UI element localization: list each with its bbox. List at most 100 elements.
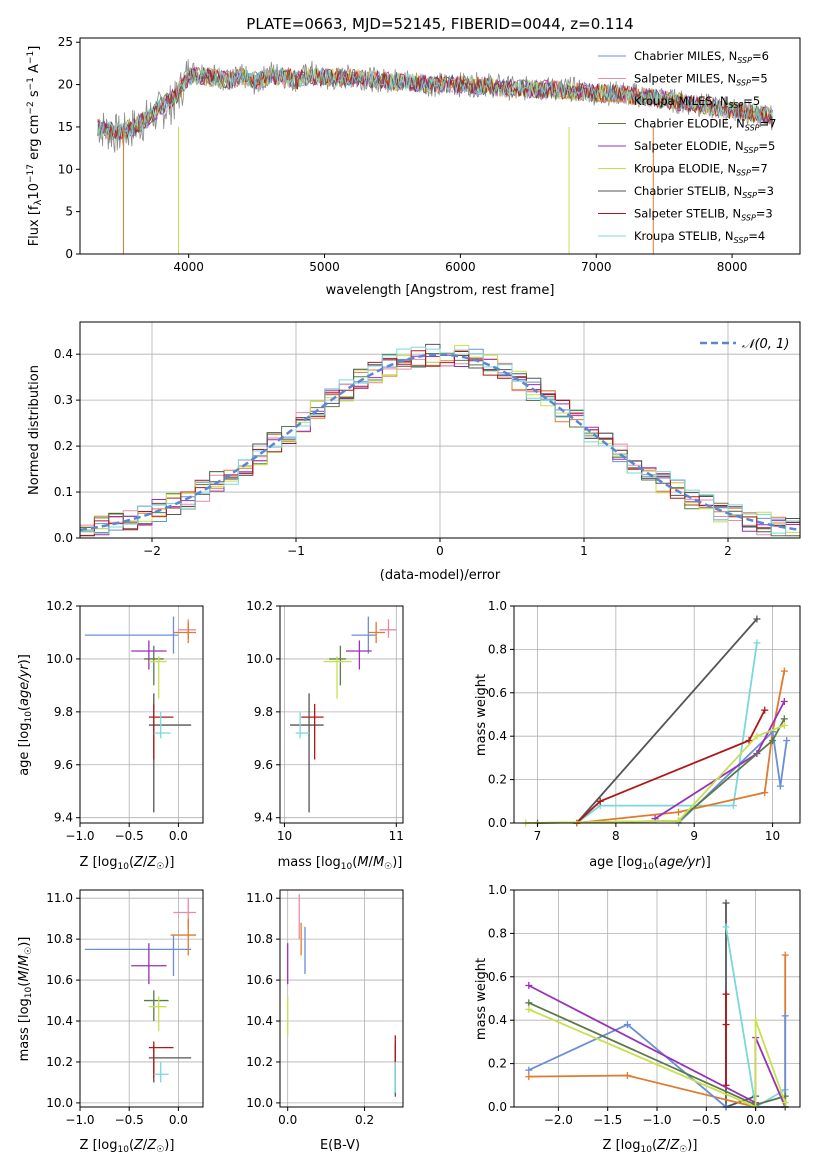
y-tick-label: 0.4 <box>54 347 73 361</box>
spectrum-ylabel: Flux [fλ10−17 erg cm−2 s−1 A−1] <box>26 46 44 247</box>
x-tick-label: 7000 <box>581 260 612 274</box>
residual-ticks: −2 −1 0 1 2 0.0 0.1 0.2 0.3 0.4 <box>54 347 732 558</box>
y-tick-label: 0.8 <box>488 926 507 940</box>
weight-line <box>576 670 786 824</box>
y-tick-label: 11.0 <box>246 891 273 905</box>
legend-label: Salpeter ELODIE, NSSP=5 <box>634 139 775 155</box>
y-tick-label: 5 <box>65 205 73 219</box>
x-tick-label: −1.0 <box>65 829 94 843</box>
y-tick-label: 0.4 <box>488 729 507 743</box>
x-tick-label: 5000 <box>309 260 340 274</box>
residual-histogram <box>80 350 800 537</box>
y-tick-label: 9.4 <box>54 811 73 825</box>
residual-histogram <box>80 346 800 534</box>
y-tick-label: 10.2 <box>246 599 273 613</box>
y-tick-label: 0.2 <box>488 1057 507 1071</box>
x-tick-label: 8000 <box>717 260 748 274</box>
panel-frame <box>79 605 204 824</box>
mass-vs-ebv-xlabel: E(B-V) <box>320 1138 360 1153</box>
legend-label: Kroupa ELODIE, NSSP=7 <box>634 162 768 178</box>
legend-label: Kroupa STELIB, NSSP=4 <box>634 229 765 245</box>
y-tick-label: 9.8 <box>254 705 273 719</box>
y-tick-label: 0 <box>65 247 73 261</box>
y-tick-label: 10.2 <box>46 599 73 613</box>
y-tick-label: 10.6 <box>246 973 273 987</box>
x-tick-label: −2 <box>143 544 161 558</box>
spectrum-panel: 4000 5000 6000 7000 8000 0 5 10 15 20 25 Chabrier … <box>26 35 801 298</box>
y-tick-label: 0.4 <box>488 1013 507 1027</box>
x-tick-label: −1.5 <box>593 1113 622 1127</box>
y-tick-label: 11.0 <box>46 891 73 905</box>
spectrum-frame <box>79 37 801 255</box>
age-vs-mass-panel: 10 11 9.4 9.6 9.8 10.0 10.2 <box>246 599 404 843</box>
y-tick-label: 0.8 <box>488 642 507 656</box>
y-tick-label: 10.0 <box>246 652 273 666</box>
spectrum-legend: Chabrier MILES, NSSP=6 Salpeter MILES, NS… <box>598 49 776 245</box>
x-tick-label: 0.0 <box>169 1113 188 1127</box>
y-tick-label: 9.8 <box>54 705 73 719</box>
panel-frame <box>513 605 801 824</box>
y-tick-label: 10.4 <box>46 1014 73 1028</box>
residual-ylabel: Normed distribution <box>27 365 42 495</box>
panel-frame <box>279 889 404 1108</box>
weight-line <box>537 718 786 824</box>
y-tick-label: 10.6 <box>46 973 73 987</box>
normal-legend-label: 𝒩(0, 1) <box>742 337 789 352</box>
spectrum-data-line <box>97 59 773 153</box>
weight-line <box>576 642 758 824</box>
weight-vs-age-panel: 7 8 9 10 0.0 0.2 0.4 0.6 0.8 1.0 <box>488 599 801 843</box>
x-tick-label: −1 <box>287 544 305 558</box>
weight-vs-Z-xlabel: Z [log10(Z/Z☉)] <box>603 1138 698 1155</box>
panel-frame <box>279 605 404 824</box>
y-tick-label: 15 <box>58 120 73 134</box>
x-tick-label: −1.0 <box>642 1113 671 1127</box>
legend-label: Kroupa MILES, NSSP=5 <box>634 94 760 110</box>
y-tick-label: 25 <box>58 35 73 49</box>
figure-title: PLATE=0663, MJD=52145, FIBERID=0044, z=0… <box>246 15 633 33</box>
panel-frame <box>79 889 204 1108</box>
y-tick-label: 0.6 <box>488 970 507 984</box>
y-tick-label: 10.8 <box>246 932 273 946</box>
y-tick-label: 0.0 <box>488 816 507 830</box>
age-vs-mass-xlabel: mass [log10(M/M☉)] <box>278 855 403 872</box>
y-tick-label: 1.0 <box>488 883 507 897</box>
x-tick-label: 7 <box>534 829 542 843</box>
weight-line <box>654 701 786 820</box>
x-tick-label: 0.2 <box>355 1113 374 1127</box>
weight-line <box>576 709 766 824</box>
spectrum-xlabel: wavelength [Angstrom, rest frame] <box>326 283 555 298</box>
x-tick-label: 2 <box>724 544 732 558</box>
mass-vs-Z-xlabel: Z [log10(Z/Z☉)] <box>80 1138 175 1155</box>
residual-histogram <box>80 344 800 533</box>
y-tick-label: 9.6 <box>254 758 273 772</box>
y-tick-label: 0.2 <box>488 773 507 787</box>
x-tick-label: −0.5 <box>115 1113 144 1127</box>
normal-curve <box>79 353 801 532</box>
y-tick-label: 20 <box>58 78 73 92</box>
spectrum-lines <box>97 59 774 254</box>
y-tick-label: 10.4 <box>246 1014 273 1028</box>
weight-line <box>528 1008 787 1109</box>
x-tick-label: 8 <box>612 829 620 843</box>
x-tick-label: 11 <box>389 829 404 843</box>
legend-label: Chabrier MILES, NSSP=6 <box>634 49 769 65</box>
x-tick-label: 0.0 <box>746 1113 765 1127</box>
y-tick-label: 0.3 <box>54 393 73 407</box>
legend-label: Chabrier ELODIE, NSSP=7 <box>634 117 776 133</box>
residual-panel: −2 −1 0 1 2 0.0 0.1 0.2 0.3 0.4 𝒩(0, 1) (data-mod… <box>27 321 801 583</box>
x-tick-label: −0.5 <box>115 829 144 843</box>
residual-xlabel: (data-model)/error <box>380 568 501 583</box>
spectrum-model-line <box>97 67 774 139</box>
age-vs-Z-xlabel: Z [log10(Z/Z☉)] <box>80 855 175 872</box>
mass-vs-ebv-panel: 0.0 0.2 10.0 10.2 10.4 10.6 10.8 11.0 <box>246 889 404 1127</box>
weight-vs-Z-panel: −2.0 −1.5 −1.0 −0.5 0.0 0.0 0.2 0.4 0.6 0.8 1.0 <box>488 883 801 1127</box>
y-tick-label: 0.0 <box>488 1100 507 1114</box>
legend-label: Chabrier STELIB, NSSP=3 <box>634 184 774 200</box>
age-vs-Z-ylabel: age [log10(age/yr)] <box>17 654 34 776</box>
mass-vs-Z-panel: −1.0 −0.5 0.0 10.0 10.2 10.4 10.6 10.8 11.0 <box>46 889 204 1127</box>
y-tick-label: 10.2 <box>46 1055 73 1069</box>
spectrum-model-line <box>97 66 774 139</box>
x-tick-label: −2.0 <box>544 1113 573 1127</box>
weight-line <box>525 724 785 824</box>
weight-line <box>677 730 788 824</box>
